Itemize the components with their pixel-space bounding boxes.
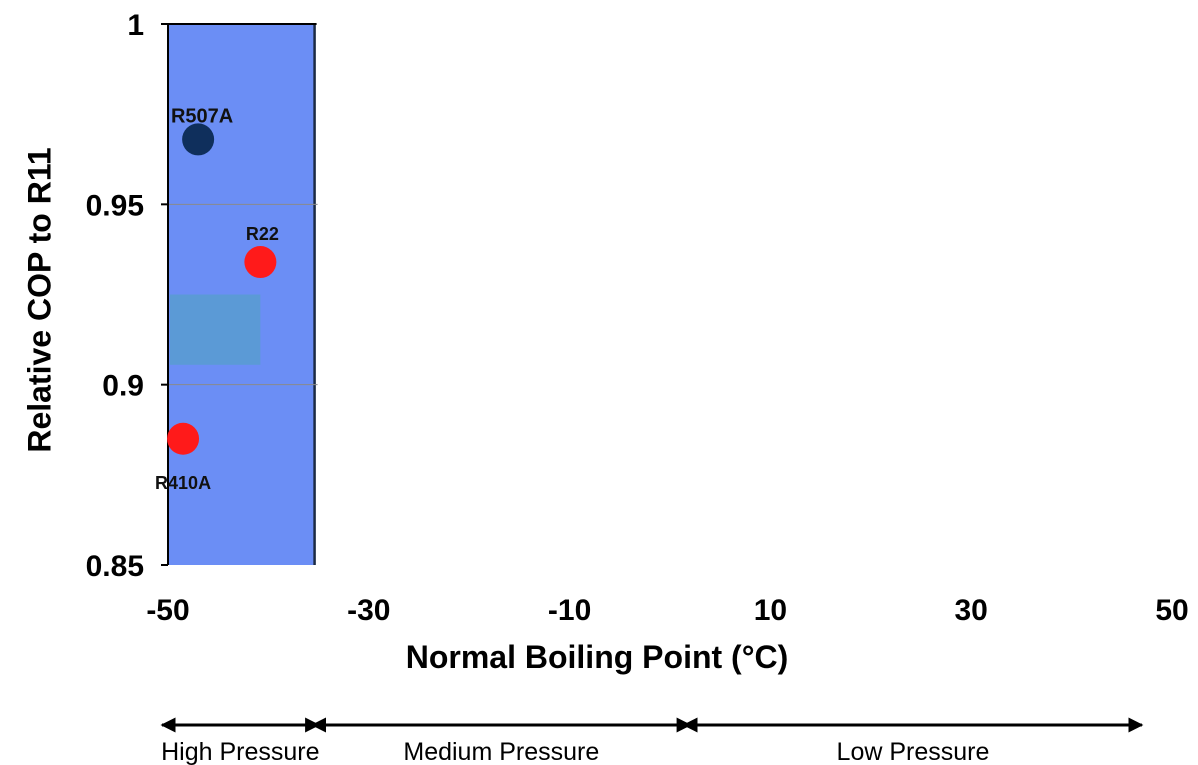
data-label-r22: R22 [246,224,279,244]
y-tick-label: 1 [127,9,144,42]
overlay-box [170,294,261,365]
data-label-r410a: R410A [155,473,211,493]
data-label-r507a: R507A [171,105,233,127]
x-tick-label: 50 [1155,594,1188,627]
pressure-ranges: High Pressure Medium Pressure Low Pressure [160,717,1144,765]
y-tick-label: 0.85 [86,550,144,583]
y-tick-label: 0.9 [102,370,144,403]
gridlines [168,203,318,386]
x-axis-title: Normal Boiling Point (°C) [406,639,789,675]
pressure-range-label: High Pressure [161,738,319,765]
data-point-r410a [167,422,200,455]
x-tick-label: 30 [955,594,988,627]
x-tick-label: -50 [146,594,189,627]
y-tick-labels: 0.85 0.9 0.95 1 [86,9,168,583]
y-tick-label: 0.95 [86,189,144,222]
data-point-r22 [244,246,277,279]
data-point-r507a [182,123,215,156]
x-tick-label: -30 [347,594,390,627]
y-axis-title: Relative COP to R11 [21,147,57,452]
data-points: R507A R22 R410A [155,105,279,492]
x-tick-label: 10 [754,594,787,627]
pressure-range-label: Low Pressure [837,738,990,765]
pressure-range-label: Medium Pressure [403,738,599,765]
x-tick-label: -10 [548,594,591,627]
x-tick-labels: -50 -30 -10 10 30 50 [146,594,1188,627]
